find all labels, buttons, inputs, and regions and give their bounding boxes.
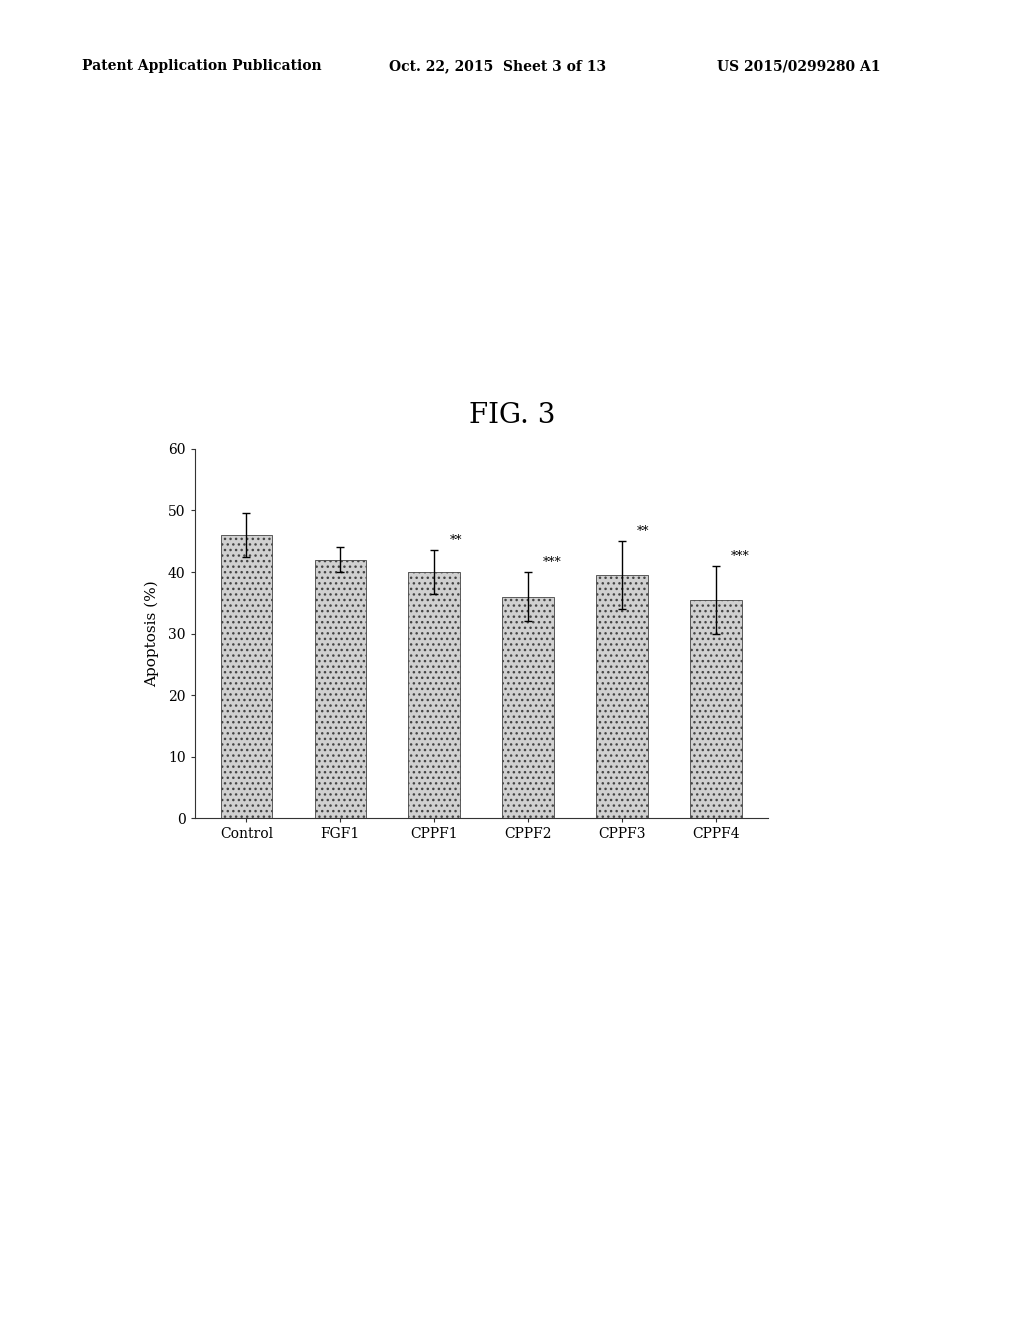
Text: ***: *** xyxy=(731,549,750,562)
Bar xyxy=(314,560,367,818)
Text: **: ** xyxy=(450,535,462,548)
Text: US 2015/0299280 A1: US 2015/0299280 A1 xyxy=(717,59,881,74)
Text: Patent Application Publication: Patent Application Publication xyxy=(82,59,322,74)
Text: Oct. 22, 2015  Sheet 3 of 13: Oct. 22, 2015 Sheet 3 of 13 xyxy=(389,59,606,74)
Text: FIG. 3: FIG. 3 xyxy=(469,403,555,429)
Text: **: ** xyxy=(637,525,649,539)
Y-axis label: Apoptosis (%): Apoptosis (%) xyxy=(145,581,160,686)
Bar xyxy=(503,597,554,818)
Bar xyxy=(690,599,742,818)
Bar xyxy=(409,572,460,818)
Bar xyxy=(596,576,648,818)
Bar xyxy=(220,535,272,818)
Text: ***: *** xyxy=(544,556,562,569)
